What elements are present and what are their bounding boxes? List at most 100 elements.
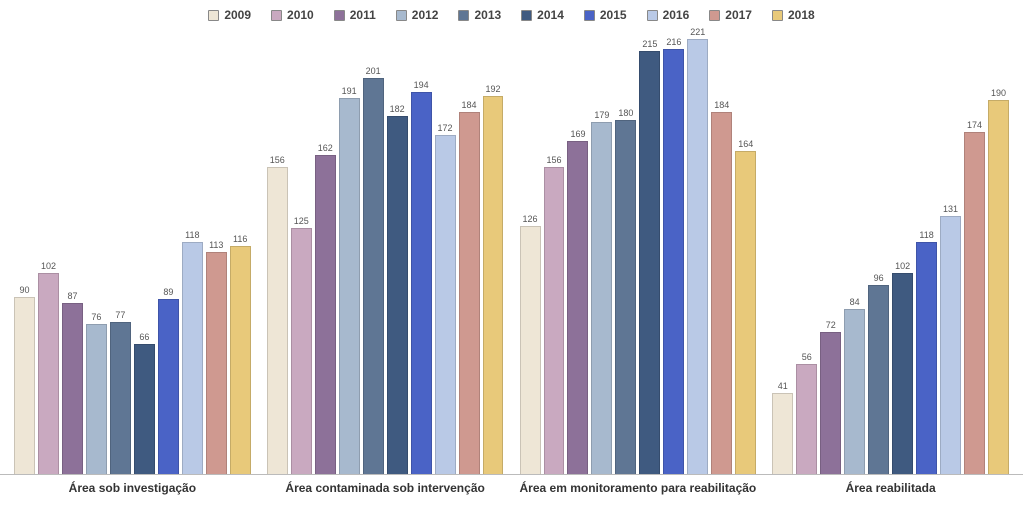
bar-group: 4156728496102118131174190 xyxy=(764,28,1017,474)
bar-value-label: 118 xyxy=(919,231,933,240)
legend-label: 2017 xyxy=(725,8,752,22)
bar-wrap: 184 xyxy=(711,28,732,474)
bar xyxy=(591,122,612,474)
bar-wrap: 113 xyxy=(206,28,227,474)
bar-wrap: 180 xyxy=(615,28,636,474)
legend-item: 2016 xyxy=(647,8,690,22)
chart-plot-area: 9010287767766891181131161561251621912011… xyxy=(0,28,1023,475)
bar-value-label: 72 xyxy=(826,321,836,330)
bar-wrap: 84 xyxy=(844,28,865,474)
legend-swatch xyxy=(334,10,345,21)
bar-wrap: 215 xyxy=(639,28,660,474)
bar-value-label: 201 xyxy=(366,67,381,76)
bar-wrap: 102 xyxy=(38,28,59,474)
bar-wrap: 216 xyxy=(663,28,684,474)
bar-wrap: 172 xyxy=(435,28,456,474)
bar xyxy=(134,344,155,474)
bar-wrap: 221 xyxy=(687,28,708,474)
bar-wrap: 72 xyxy=(820,28,841,474)
bar-wrap: 156 xyxy=(544,28,565,474)
bar xyxy=(206,252,227,474)
bar-wrap: 164 xyxy=(735,28,756,474)
bar-value-label: 102 xyxy=(895,262,910,271)
bar-value-label: 118 xyxy=(185,231,199,240)
bar-wrap: 194 xyxy=(411,28,432,474)
x-axis-label: Área em monitoramento para reabilitação xyxy=(512,481,765,495)
bar-value-label: 90 xyxy=(20,286,30,295)
bar-wrap: 126 xyxy=(520,28,541,474)
legend-swatch xyxy=(521,10,532,21)
bar-wrap: 116 xyxy=(230,28,251,474)
bar-wrap: 201 xyxy=(363,28,384,474)
bar xyxy=(315,155,336,474)
legend-label: 2015 xyxy=(600,8,627,22)
x-axis-label: Área contaminada sob intervenção xyxy=(259,481,512,495)
bar-value-label: 221 xyxy=(690,28,705,37)
chart-x-axis: Área sob investigaçãoÁrea contaminada so… xyxy=(0,475,1023,505)
bar-wrap: 118 xyxy=(182,28,203,474)
bar xyxy=(735,151,756,474)
bar-value-label: 87 xyxy=(67,292,77,301)
bar-wrap: 90 xyxy=(14,28,35,474)
legend-item: 2017 xyxy=(709,8,752,22)
legend-label: 2013 xyxy=(474,8,501,22)
bar-wrap: 76 xyxy=(86,28,107,474)
legend-item: 2015 xyxy=(584,8,627,22)
legend-item: 2009 xyxy=(208,8,251,22)
bar xyxy=(567,141,588,474)
bar xyxy=(158,299,179,474)
bar xyxy=(459,112,480,474)
bar-value-label: 126 xyxy=(523,215,538,224)
bar-wrap: 41 xyxy=(772,28,793,474)
bar-value-label: 96 xyxy=(874,274,884,283)
legend-label: 2011 xyxy=(350,8,376,22)
bar xyxy=(964,132,985,474)
bar-value-label: 182 xyxy=(390,105,405,114)
bar xyxy=(711,112,732,474)
bar xyxy=(663,49,684,474)
bar-value-label: 41 xyxy=(778,382,788,391)
bar xyxy=(868,285,889,474)
bar-wrap: 56 xyxy=(796,28,817,474)
bar-wrap: 184 xyxy=(459,28,480,474)
legend-swatch xyxy=(709,10,720,21)
bar xyxy=(411,92,432,474)
bar-wrap: 169 xyxy=(567,28,588,474)
bar-value-label: 113 xyxy=(209,241,223,250)
bar-group: 126156169179180215216221184164 xyxy=(512,28,765,474)
legend-swatch xyxy=(271,10,282,21)
legend-swatch xyxy=(772,10,783,21)
bar-value-label: 192 xyxy=(485,85,500,94)
bar-wrap: 89 xyxy=(158,28,179,474)
bar-value-label: 162 xyxy=(318,144,333,153)
legend-item: 2012 xyxy=(396,8,439,22)
bar xyxy=(544,167,565,474)
bar xyxy=(483,96,504,474)
bar-value-label: 191 xyxy=(342,87,357,96)
bar xyxy=(916,242,937,474)
legend-swatch xyxy=(584,10,595,21)
bar-value-label: 194 xyxy=(414,81,429,90)
bar-value-label: 156 xyxy=(546,156,561,165)
bar-value-label: 215 xyxy=(642,40,657,49)
bar-value-label: 172 xyxy=(438,124,453,133)
bar-wrap: 191 xyxy=(339,28,360,474)
legend-swatch xyxy=(208,10,219,21)
bar-group: 901028776776689118113116 xyxy=(6,28,259,474)
bar xyxy=(435,135,456,474)
bar-value-label: 102 xyxy=(41,262,56,271)
bar xyxy=(110,322,131,474)
bar xyxy=(230,246,251,474)
bar xyxy=(520,226,541,474)
bar xyxy=(267,167,288,474)
bar-value-label: 125 xyxy=(294,217,309,226)
legend-label: 2010 xyxy=(287,8,314,22)
bar xyxy=(14,297,35,474)
bar xyxy=(615,120,636,474)
bar-wrap: 102 xyxy=(892,28,913,474)
legend-item: 2010 xyxy=(271,8,314,22)
bar xyxy=(940,216,961,474)
bar-wrap: 87 xyxy=(62,28,83,474)
bar xyxy=(38,273,59,474)
bar-value-label: 216 xyxy=(666,38,681,47)
